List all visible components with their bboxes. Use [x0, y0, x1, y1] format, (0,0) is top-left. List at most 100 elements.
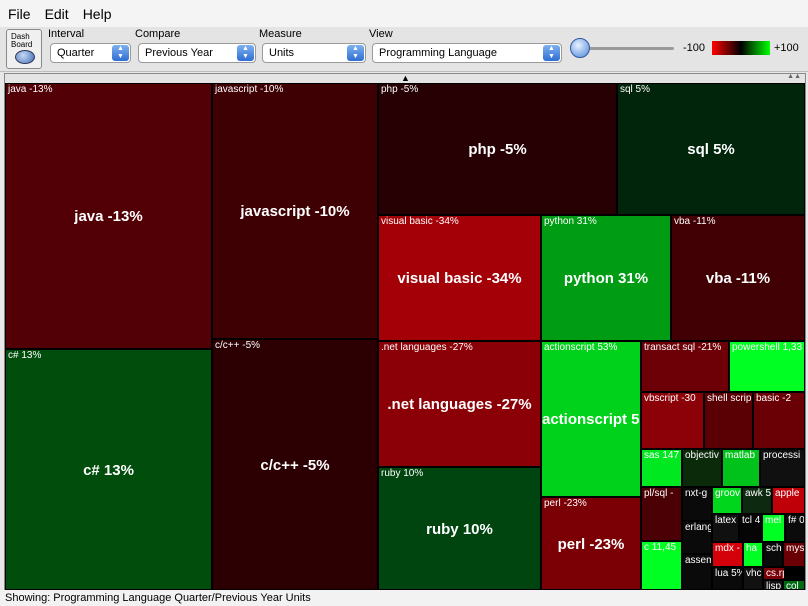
- tile-big-label: javascript -10%: [240, 203, 350, 220]
- chevron-updown-icon: ▲ ▼: [112, 45, 129, 61]
- compare-value: Previous Year: [145, 47, 213, 59]
- tile-small-label: apple: [775, 488, 800, 499]
- compare-label: Compare: [135, 28, 181, 40]
- dashboard-button[interactable]: Dash Board: [6, 29, 42, 69]
- tile-javascript[interactable]: javascript -10% javascript -10%: [212, 83, 378, 339]
- tile-basic[interactable]: basic -2: [753, 392, 805, 449]
- tile-big-label: c/c++ -5%: [260, 457, 330, 474]
- tile-assembly[interactable]: assem: [682, 554, 712, 590]
- tile-ruby[interactable]: ruby 10% ruby 10%: [378, 467, 541, 590]
- tile-c-c[interactable]: c/c++ -5% c/c++ -5%: [212, 339, 378, 590]
- menu-bar: File Edit Help: [0, 0, 808, 27]
- tile-big-label: perl -23%: [557, 536, 625, 553]
- legend-high: +100: [774, 42, 799, 54]
- tile-c[interactable]: c 11,45: [641, 541, 682, 590]
- tile-pl-sql[interactable]: pl/sql -: [641, 487, 682, 541]
- tile-small-label: c/c++ -5%: [215, 340, 261, 351]
- tile-php[interactable]: php -5% php -5%: [378, 83, 617, 215]
- tile-big-label: python 31%: [563, 270, 649, 287]
- tile-small-label: matlab: [725, 450, 756, 461]
- dashboard-icon: [15, 50, 35, 64]
- tile-sas[interactable]: sas 147: [641, 449, 682, 487]
- tile-sql[interactable]: sql 5% sql 5%: [617, 83, 805, 215]
- tile-cs[interactable]: cs.rp: [763, 567, 785, 580]
- tile-awk[interactable]: awk 5: [742, 487, 772, 514]
- tile-nxt-g[interactable]: nxt-g: [682, 487, 712, 521]
- view-select[interactable]: Programming Language ▲ ▼: [372, 43, 562, 63]
- tile-small-label: processi: [763, 450, 801, 461]
- tile-visual-basic[interactable]: visual basic -34% visual basic -34%: [378, 215, 541, 341]
- tile-lisp[interactable]: lisp: [763, 580, 783, 590]
- tile-small-label: lua 5%: [715, 568, 743, 579]
- expand-icon[interactable]: ▲▲: [787, 73, 801, 80]
- tile-big-label: php -5%: [468, 141, 527, 158]
- dashboard-label-1: Dash: [11, 32, 30, 41]
- tile-vbscript[interactable]: vbscript -30: [641, 392, 704, 449]
- tile-small-label: tcl 4: [742, 515, 761, 526]
- tile-big-label: .net languages -27%: [387, 396, 532, 413]
- tile-apple[interactable]: apple: [772, 487, 805, 514]
- tile-net-languages[interactable]: .net languages -27% .net languages -27%: [378, 341, 541, 467]
- tile-mdx[interactable]: mdx -: [712, 542, 743, 567]
- tile-mysql[interactable]: mys: [783, 542, 805, 567]
- tile-scheme[interactable]: schem: [763, 542, 783, 567]
- status-bar: Showing: Programming Language Quarter/Pr…: [0, 590, 808, 606]
- view-label: View: [369, 28, 393, 40]
- tile-big-label: ruby 10%: [426, 521, 493, 538]
- tile-hal[interactable]: ha: [743, 542, 763, 567]
- collapse-up-icon[interactable]: ▲: [401, 73, 410, 83]
- tile-col[interactable]: col: [783, 580, 805, 590]
- slider-knob[interactable]: [570, 38, 590, 58]
- tile-mel[interactable]: mel: [762, 514, 785, 542]
- tile-actionscript[interactable]: actionscript 53% actionscript 53%: [541, 341, 641, 497]
- tile-small-label: f# 0: [788, 515, 805, 526]
- tile-small-label: shell scrip: [707, 393, 752, 404]
- tile-big-label: visual basic -34%: [397, 270, 522, 287]
- tile-groovy[interactable]: groov: [712, 487, 742, 514]
- tile-small-label: assem: [685, 555, 712, 566]
- chevron-updown-icon: ▲ ▼: [237, 45, 254, 61]
- tile-small-label: awk 5: [745, 488, 772, 499]
- tile-c[interactable]: c# 13% c# 13%: [5, 349, 212, 590]
- tile-small-label: actionscript 53%: [544, 342, 618, 353]
- tile-perl[interactable]: perl -23% perl -23%: [541, 497, 641, 590]
- tile-erlang[interactable]: erlang: [682, 521, 712, 554]
- tile-lua[interactable]: lua 5%: [712, 567, 743, 590]
- tile-small-label: pl/sql -: [644, 488, 674, 499]
- chevron-updown-icon: ▲ ▼: [543, 45, 560, 61]
- tile-small-label: erlang: [685, 522, 712, 533]
- tile-small-label: ha: [746, 543, 758, 554]
- tile-small-label: latex 4: [715, 515, 738, 526]
- compare-select[interactable]: Previous Year ▲ ▼: [138, 43, 256, 63]
- tile-small-label: lisp: [766, 581, 782, 590]
- tile-small-label: php -5%: [381, 84, 419, 95]
- tile-small-label: sql 5%: [620, 84, 651, 95]
- tile-small-label: mys: [786, 543, 805, 554]
- chevron-updown-icon: ▲ ▼: [347, 45, 364, 61]
- tile-small-label: sas 147: [644, 450, 680, 461]
- tile-matlab[interactable]: matlab: [722, 449, 760, 487]
- tile-big-label: c# 13%: [83, 462, 134, 479]
- interval-select[interactable]: Quarter ▲ ▼: [50, 43, 131, 63]
- tile-tcl[interactable]: tcl 4: [739, 514, 762, 542]
- menu-help[interactable]: Help: [82, 5, 112, 22]
- treemap: ▲ ▲▲ java -13% java -13% c# 13% c# 13% javas…: [4, 73, 806, 591]
- tile-processing[interactable]: processi: [760, 449, 805, 487]
- tile-f[interactable]: f# 0: [785, 514, 805, 542]
- tile-small-label: col: [786, 581, 799, 590]
- tile-python[interactable]: python 31% python 31%: [541, 215, 671, 341]
- tile-java[interactable]: java -13% java -13%: [5, 83, 212, 349]
- color-range-slider[interactable]: [580, 47, 674, 50]
- tile-vhdl[interactable]: vhc: [743, 567, 763, 590]
- tile-small-label: python 31%: [544, 216, 597, 227]
- menu-edit[interactable]: Edit: [44, 5, 69, 22]
- measure-select[interactable]: Units ▲ ▼: [262, 43, 366, 63]
- menu-file[interactable]: File: [8, 5, 31, 22]
- tile-vba[interactable]: vba -11% vba -11%: [671, 215, 805, 341]
- tile-latex[interactable]: latex 4: [712, 514, 739, 542]
- tile-shell-script[interactable]: shell scrip: [704, 392, 753, 449]
- tile-transact-sql[interactable]: transact sql -21%: [641, 341, 729, 392]
- tile-powershell[interactable]: powershell 1,33: [729, 341, 805, 392]
- tile-objective[interactable]: objectiv: [682, 449, 722, 487]
- tile-small-label: powershell 1,33: [732, 342, 803, 353]
